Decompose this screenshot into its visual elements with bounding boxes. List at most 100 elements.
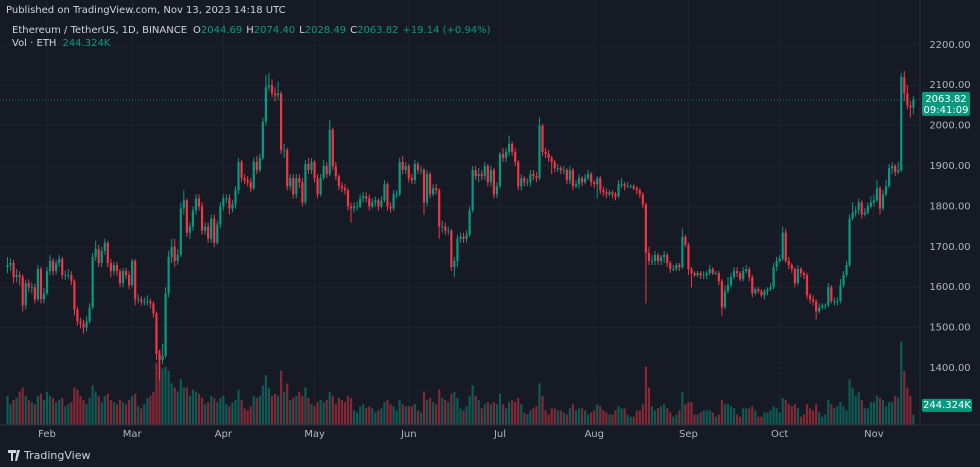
candle-body [544,151,547,154]
candle-body [106,242,109,263]
candle-body [252,162,255,189]
candle-body [100,250,103,263]
candle-body [526,182,529,184]
candle-body [319,178,322,195]
candle-body [273,93,277,96]
candle-body [778,258,781,261]
candle-body [240,162,243,179]
candle-body [872,200,875,203]
volume-bar [6,395,9,425]
candle-body [140,299,143,302]
x-tick-label: Jul [493,429,506,440]
volume-bar [359,406,362,425]
volume-bar [48,395,52,425]
volume-bar [12,400,15,425]
candle-body [675,265,678,270]
candle-body [48,260,52,272]
volume-bar [280,370,283,425]
candle-body [851,212,854,219]
volume-bar [517,397,520,425]
volume-bar [319,400,322,425]
volume-bar [425,400,429,425]
volume-bar [574,410,578,425]
volume-bar [67,404,70,425]
candle-body [587,174,590,179]
open-label: O [193,25,201,36]
volume-bar [772,406,775,425]
candle-body [863,212,866,215]
candle-body [134,260,137,300]
volume-bar [267,387,271,425]
volume-bar [498,393,502,425]
volume-bar [830,404,833,425]
volume-bar [419,412,423,425]
candle-body [845,265,848,276]
candle-body [313,162,316,179]
volume-bar [58,400,61,425]
candle-body [21,277,24,306]
candle-body [842,275,845,286]
volume-bar [875,395,879,425]
volume-bar [453,391,456,425]
candle-body [517,162,520,187]
candle-body [571,170,575,187]
candle-body [27,283,30,288]
x-tick-label: Sep [679,429,698,440]
volume-bar [881,400,885,425]
candle-body [784,232,787,261]
candle-body [33,287,36,300]
candle-body [128,275,131,286]
volume-bar [684,404,687,425]
candle-body [365,196,368,199]
candle-body [42,293,46,300]
candle-body [602,190,605,193]
volume-bar [368,406,371,425]
volume-bar [255,397,258,425]
candle-body [182,200,185,209]
candle-body [301,182,304,203]
volume-bar [726,404,730,425]
candle-body [425,174,429,203]
volume-bar [681,391,684,425]
x-tick-label: Feb [38,429,56,440]
candle-body [359,198,362,207]
brand: TradingView [8,449,90,462]
volume-bar [672,416,675,425]
volume-bar [523,412,526,425]
volume-bar [222,395,225,425]
candle-body [185,200,188,233]
volume-bar [547,414,550,425]
candle-body [456,238,459,261]
candle-body [91,256,94,308]
volume-bar [450,393,453,425]
volume-bar [860,400,863,425]
volume-bar [85,404,88,425]
candle-body [547,153,550,158]
volume-bar [702,410,705,425]
candle-body [620,184,623,186]
candle-body [897,170,900,173]
volume-bar [678,410,681,425]
candle-body [520,178,523,187]
volume-bar [395,410,398,425]
candle-body [222,198,225,207]
candle-body [349,206,353,209]
volume-bar [42,400,46,425]
candle-body [471,170,474,211]
volume-bar [213,397,216,425]
volume-bar [544,410,547,425]
candle-body [115,265,119,272]
volume-bar [769,410,772,425]
x-tick-label: Mar [123,429,143,440]
candle-body [234,190,237,205]
candle-body [352,206,356,209]
volume-bar [52,397,55,425]
candle-body [775,260,778,268]
volume-bar [219,397,222,425]
candle-body [793,269,796,284]
candle-body [152,303,155,314]
candle-body [608,192,611,195]
volume-bar [444,400,447,425]
volume-bar [839,402,842,425]
volume-value: 244.324K [62,38,110,49]
